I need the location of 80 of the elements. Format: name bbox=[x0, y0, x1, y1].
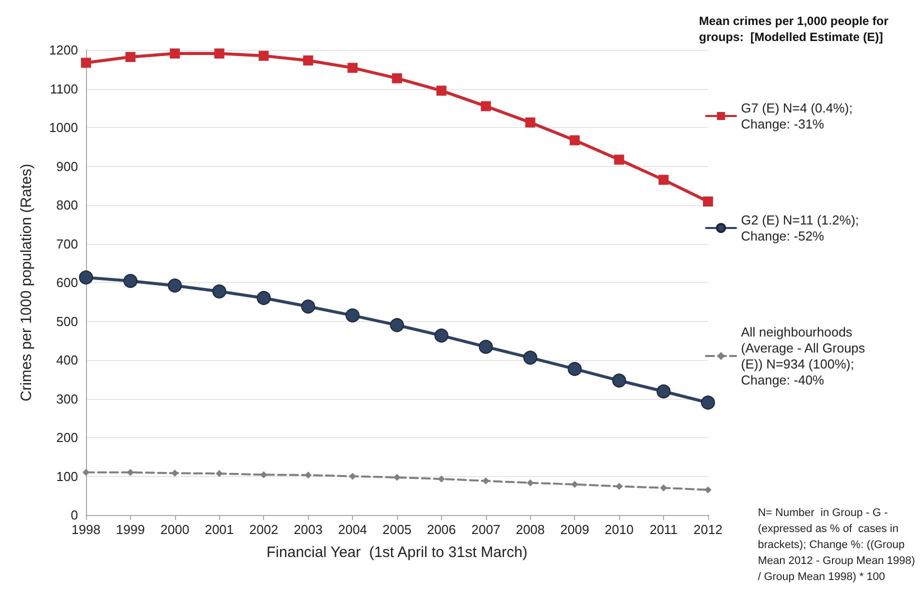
x-tick-label: 2008 bbox=[516, 522, 545, 537]
point bbox=[214, 48, 224, 58]
x-tick-label: 2006 bbox=[426, 522, 456, 537]
point bbox=[212, 284, 226, 298]
point bbox=[260, 471, 268, 478]
point bbox=[79, 270, 93, 284]
point bbox=[216, 470, 223, 478]
point bbox=[704, 486, 712, 494]
y-tick-label: 700 bbox=[56, 236, 78, 252]
point bbox=[438, 475, 445, 482]
legend-label: G2 (E) N=11 (1.2%); Change: -52% bbox=[741, 212, 859, 244]
point bbox=[258, 50, 269, 61]
point bbox=[346, 308, 360, 322]
x-tick-label: 2005 bbox=[382, 522, 412, 537]
point bbox=[482, 477, 490, 484]
point bbox=[170, 48, 180, 58]
x-tick-label: 2000 bbox=[160, 522, 190, 537]
point bbox=[349, 472, 356, 480]
y-tick-label: 600 bbox=[56, 275, 78, 290]
point bbox=[304, 472, 312, 479]
point bbox=[701, 396, 715, 410]
point bbox=[660, 484, 668, 492]
point bbox=[436, 86, 446, 96]
y-tick-label: 900 bbox=[56, 158, 78, 174]
point bbox=[348, 62, 358, 73]
point bbox=[394, 474, 400, 481]
point bbox=[703, 196, 713, 207]
y-tick-label: 100 bbox=[56, 468, 78, 484]
x-tick-label: 2002 bbox=[249, 522, 278, 537]
point bbox=[571, 480, 578, 488]
y-tick-label: 0 bbox=[70, 508, 78, 522]
x-tick-label: 1998 bbox=[72, 522, 100, 537]
x-tick-label: 2012 bbox=[694, 522, 722, 537]
x-tick-label: 2001 bbox=[204, 522, 234, 537]
point bbox=[612, 374, 626, 388]
y-tick-label: 1000 bbox=[49, 120, 78, 135]
point bbox=[125, 52, 136, 62]
point bbox=[616, 482, 623, 490]
point bbox=[392, 73, 402, 84]
y-axis-title: Crimes per 1000 population (Rates) bbox=[18, 164, 35, 402]
point bbox=[526, 479, 534, 486]
point bbox=[81, 58, 91, 68]
x-tick-label: 2003 bbox=[294, 522, 323, 537]
point bbox=[123, 274, 138, 288]
x-axis-title: Financial Year (1st April to 31st March) bbox=[266, 544, 528, 561]
point bbox=[171, 470, 178, 477]
point bbox=[256, 291, 271, 305]
point bbox=[656, 384, 671, 398]
y-tick-label: 1100 bbox=[50, 81, 78, 96]
point bbox=[614, 154, 624, 165]
point bbox=[570, 135, 580, 146]
point bbox=[480, 101, 491, 112]
x-tick-label: 2011 bbox=[650, 522, 678, 537]
legend-label: All neighbourhoods (Average - All Groups (E)) N=934 (100%); Change: -40% bbox=[741, 324, 866, 388]
point bbox=[301, 300, 316, 314]
y-tick-label: 200 bbox=[56, 430, 78, 445]
point bbox=[525, 117, 536, 128]
point bbox=[82, 468, 90, 476]
y-tick-label: 800 bbox=[56, 198, 78, 212]
x-tick-label: 2009 bbox=[560, 522, 590, 537]
legend-title: Mean crimes per 1,000 people for groups: [Modelled Estimate (E)] bbox=[699, 14, 892, 44]
point bbox=[168, 278, 182, 293]
y-tick-label: 300 bbox=[56, 391, 78, 406]
x-tick-label: 2007 bbox=[471, 522, 500, 537]
text: N= Number in Group - G - (expressed as % of cases in brackets); Change %: ((Group Mean 2012 - Group Mean 1998) / Group Mean 1998) * 100 bbox=[758, 507, 916, 583]
y-tick-label: 500 bbox=[56, 314, 78, 329]
point bbox=[568, 362, 582, 376]
point bbox=[478, 340, 493, 354]
x-tick-label: 2004 bbox=[338, 522, 368, 537]
y-tick-label: 400 bbox=[56, 352, 78, 368]
point bbox=[390, 318, 404, 332]
point bbox=[434, 328, 448, 343]
x-tick-label: 1999 bbox=[116, 522, 145, 537]
y-tick-label: 1200 bbox=[49, 42, 78, 58]
point bbox=[523, 350, 538, 365]
x-tick-label: 2010 bbox=[604, 522, 634, 537]
legend-label: G7 (E) N=4 (0.4%); Change: -31% bbox=[741, 100, 853, 132]
point bbox=[303, 55, 314, 66]
point bbox=[126, 468, 134, 476]
point bbox=[658, 174, 669, 185]
